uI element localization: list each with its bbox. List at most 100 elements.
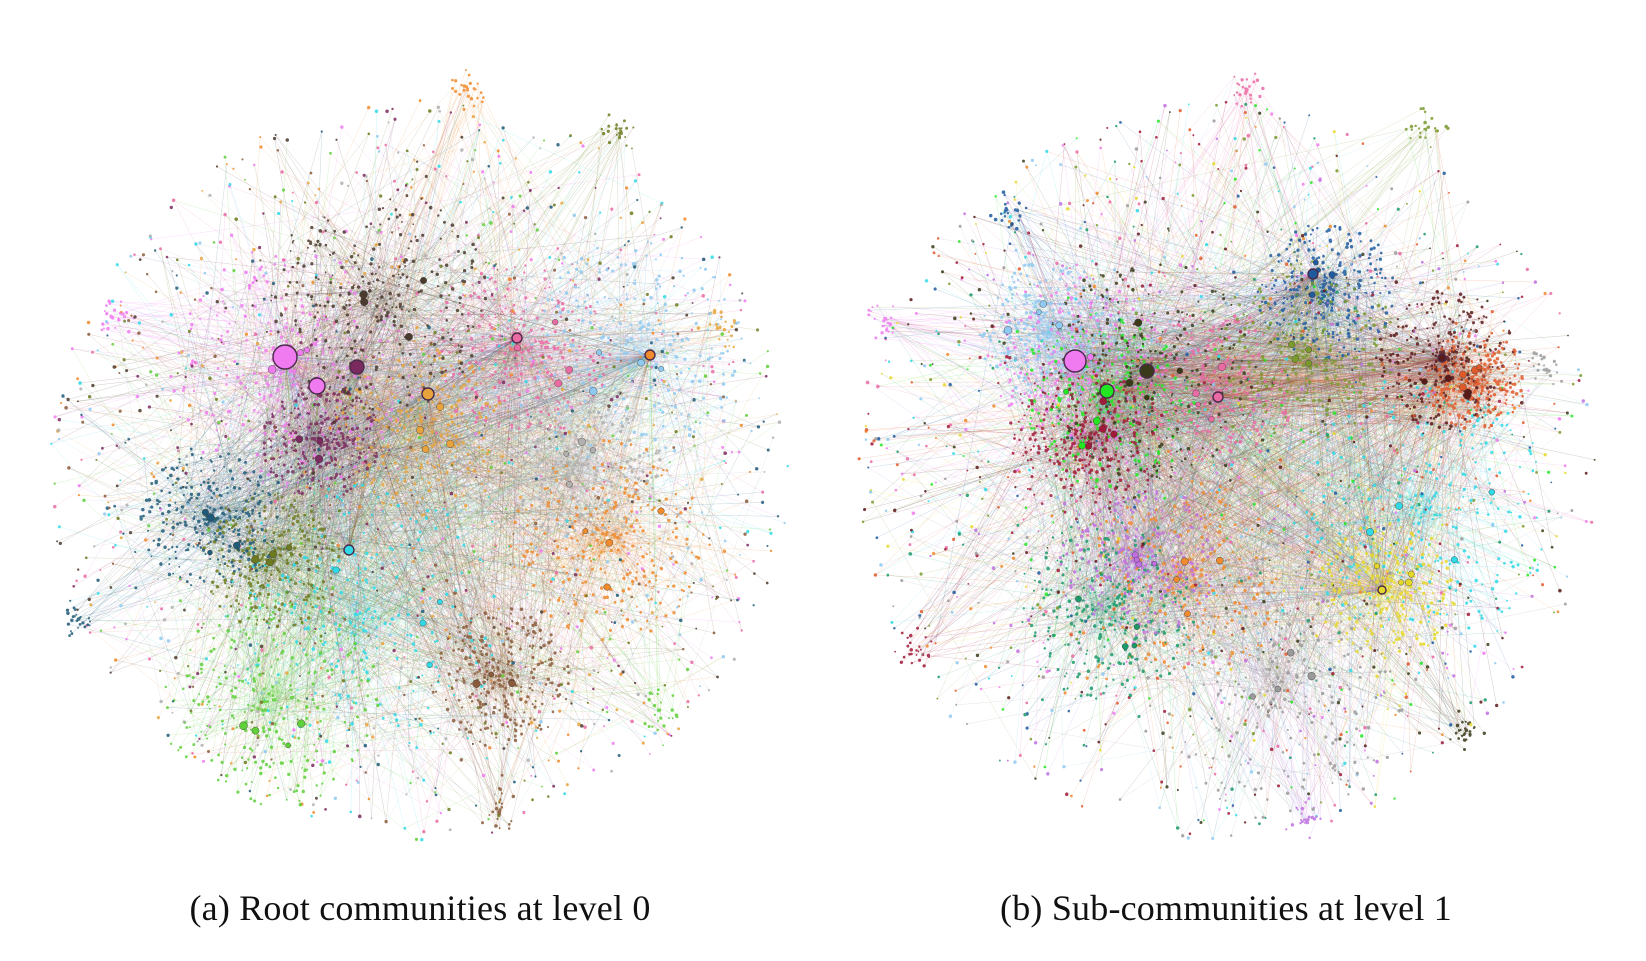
- edge-bundle: [868, 89, 1587, 807]
- hub-node: [1063, 349, 1087, 373]
- network-node: [416, 426, 424, 434]
- hub-node: [1437, 353, 1447, 363]
- network-node: [566, 480, 573, 488]
- network-node: [1288, 340, 1296, 349]
- hub-node: [1377, 585, 1387, 595]
- node-group: [886, 102, 1551, 830]
- network-node: [1407, 570, 1415, 578]
- edge-bundle: [870, 118, 1573, 836]
- network-node: [1075, 595, 1082, 603]
- network-node: [488, 671, 495, 678]
- nodes: [857, 72, 1596, 841]
- network-node: [1305, 346, 1312, 354]
- network-node: [419, 619, 427, 627]
- network-node: [1125, 378, 1134, 387]
- caption-b: (b) Sub-communities at level 1: [1000, 888, 1452, 928]
- edge-bundle: [54, 85, 778, 822]
- network-node: [1421, 378, 1428, 385]
- network-node: [1249, 693, 1256, 700]
- hub-node: [644, 349, 656, 361]
- network-node: [251, 555, 260, 564]
- network-node: [296, 349, 304, 357]
- network-node: [297, 719, 306, 728]
- network-node: [266, 558, 274, 567]
- network-node: [1366, 528, 1374, 536]
- network-node: [1134, 318, 1143, 327]
- network-node: [563, 451, 570, 457]
- network-node: [1274, 685, 1281, 693]
- network-node: [446, 439, 455, 448]
- network-node: [404, 332, 413, 341]
- network-node: [590, 447, 597, 454]
- network-node: [332, 566, 340, 574]
- network-node: [1133, 623, 1140, 630]
- network-node: [1144, 394, 1150, 401]
- network-node: [1309, 291, 1316, 298]
- network-node: [314, 454, 324, 464]
- network-node: [1110, 430, 1118, 438]
- network-node: [267, 365, 277, 374]
- network-node: [206, 513, 215, 522]
- network-node: [565, 366, 573, 374]
- network-node: [637, 359, 645, 367]
- network-node: [285, 742, 291, 749]
- hub-node: [1307, 268, 1319, 280]
- network-node: [1003, 326, 1013, 335]
- network-node: [1405, 578, 1413, 587]
- caption-a: (a) Root communities at level 0: [189, 888, 651, 928]
- network-node: [1098, 425, 1107, 433]
- network-node: [303, 346, 310, 353]
- hub-node: [421, 387, 435, 401]
- network-node: [1395, 502, 1403, 510]
- network-node: [1459, 383, 1467, 392]
- edges: [859, 73, 1595, 839]
- hub-node: [511, 332, 523, 344]
- network-node: [1180, 557, 1189, 566]
- network-node: [1444, 374, 1452, 383]
- hub-node: [1099, 383, 1115, 399]
- network-node: [420, 277, 427, 284]
- network-node: [657, 507, 665, 515]
- network-node: [426, 661, 433, 669]
- network-node: [1039, 300, 1048, 308]
- network-node: [285, 544, 293, 551]
- panel-a-network: [20, 60, 820, 870]
- hub-node: [349, 359, 365, 375]
- network-node: [1217, 363, 1227, 372]
- edge-bundle: [57, 142, 780, 827]
- network-node: [201, 508, 209, 516]
- network-node: [1287, 649, 1295, 657]
- network-node: [1121, 643, 1129, 650]
- network-node: [1063, 388, 1070, 395]
- network-node: [1450, 556, 1458, 564]
- network-node: [1151, 561, 1158, 567]
- node-group: [863, 138, 1588, 824]
- edge-bundle: [58, 133, 785, 825]
- network-node: [1133, 556, 1140, 563]
- network-node: [1305, 359, 1313, 367]
- network-node: [582, 528, 589, 534]
- hub-node: [308, 377, 326, 395]
- network-node: [1085, 442, 1092, 450]
- network-node: [472, 679, 481, 688]
- network-graph-level-1: [857, 72, 1596, 841]
- network-node: [605, 539, 613, 547]
- network-node: [207, 549, 213, 556]
- network-node: [1208, 416, 1215, 423]
- network-node: [1055, 321, 1063, 329]
- network-node: [1184, 610, 1191, 618]
- network-node: [1463, 391, 1472, 400]
- network-node: [359, 290, 368, 299]
- network-node: [316, 438, 324, 445]
- network-node: [1373, 563, 1380, 570]
- network-node: [1312, 259, 1319, 266]
- network-node: [251, 726, 260, 735]
- network-node: [577, 437, 586, 446]
- network-node: [1131, 642, 1138, 649]
- network-node: [513, 344, 521, 352]
- network-node: [1092, 417, 1101, 425]
- network-node: [1328, 271, 1336, 279]
- network-node: [1216, 556, 1224, 565]
- network-node: [1488, 488, 1495, 496]
- network-node: [421, 445, 430, 453]
